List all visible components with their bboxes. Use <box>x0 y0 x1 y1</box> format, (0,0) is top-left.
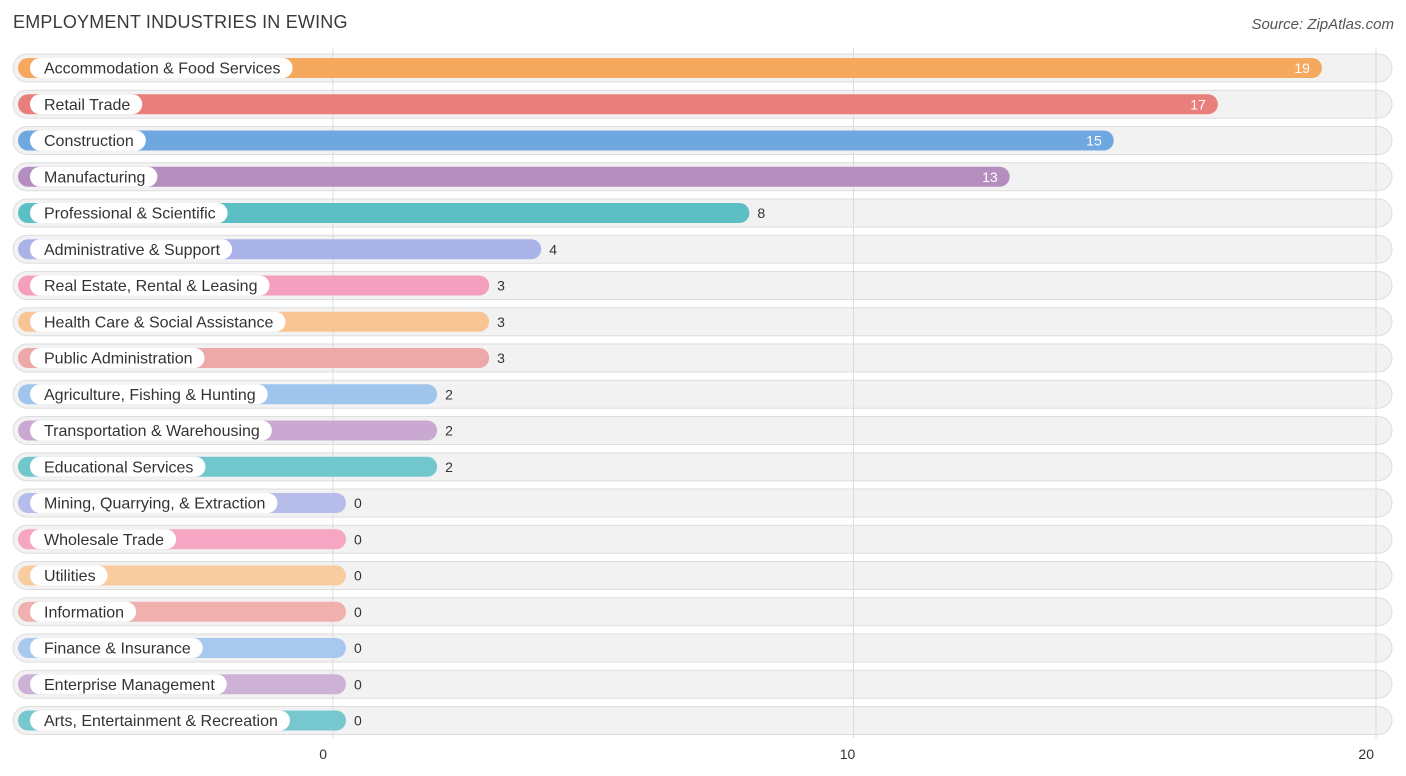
bar-group: Accommodation & Food Services 19 <box>18 58 1322 78</box>
row-background <box>12 488 1393 518</box>
x-axis-ticks: 0 10 20 <box>319 746 1374 762</box>
category-label: Real Estate, Rental & Leasing <box>44 278 257 295</box>
x-tick-label: 20 <box>1358 746 1374 762</box>
row-background <box>12 706 1393 735</box>
category-label-pill <box>30 601 137 622</box>
bar-group: Professional & Scientific 8 <box>18 203 765 223</box>
bar-group: Information 0 <box>18 601 362 622</box>
category-label: Information <box>44 604 124 621</box>
value-label: 8 <box>757 205 765 221</box>
value-label: 0 <box>354 676 362 692</box>
category-label-pill <box>30 638 203 658</box>
value-label: 0 <box>354 604 362 620</box>
row-background <box>12 524 1393 554</box>
bar-group: Health Care & Social Assistance 3 <box>18 311 505 332</box>
bar <box>18 94 1218 115</box>
value-label: 4 <box>549 241 557 257</box>
bar-group: Enterprise Management 0 <box>18 674 362 695</box>
row-background <box>12 669 1393 699</box>
bar-group: Transportation & Warehousing 2 <box>18 420 453 441</box>
category-label-pill <box>30 94 143 115</box>
value-label: 2 <box>445 459 453 475</box>
category-label: Finance & Insurance <box>44 641 191 658</box>
category-label-pill <box>30 456 206 477</box>
row-background <box>12 633 1393 663</box>
bar-group: Agriculture, Fishing & Hunting 2 <box>18 384 453 405</box>
value-label: 0 <box>354 568 362 584</box>
chart-source: Source: ZipAtlas.com <box>1251 16 1394 33</box>
value-label: 2 <box>445 386 453 402</box>
category-label: Accommodation & Food Services <box>44 61 281 78</box>
bar <box>18 58 1322 78</box>
chart-title: EMPLOYMENT INDUSTRIES IN EWING <box>13 12 348 32</box>
value-label: 2 <box>445 423 453 439</box>
bar-group: Wholesale Trade 0 <box>18 529 362 550</box>
category-label: Mining, Quarrying, & Extraction <box>44 496 265 513</box>
bar-group: Construction 15 <box>18 130 1114 151</box>
category-label-pill <box>30 420 272 441</box>
category-label-pill <box>30 529 177 550</box>
bar-group: Arts, Entertainment & Recreation 0 <box>18 710 362 731</box>
value-label: 17 <box>1190 96 1206 112</box>
value-label: 3 <box>497 278 505 294</box>
category-label-pill <box>30 493 278 513</box>
bar-group: Mining, Quarrying, & Extraction 0 <box>18 493 362 513</box>
category-label: Utilities <box>44 568 96 585</box>
category-label: Agriculture, Fishing & Hunting <box>44 387 256 404</box>
category-label: Transportation & Warehousing <box>44 423 260 440</box>
x-tick-label: 0 <box>319 746 327 762</box>
category-label: Educational Services <box>44 459 193 476</box>
category-label: Enterprise Management <box>44 677 215 694</box>
category-label-pill <box>30 58 293 78</box>
category-label: Retail Trade <box>44 97 130 114</box>
category-label-pill <box>30 384 268 405</box>
category-label-pill <box>30 674 227 695</box>
value-label: 0 <box>354 495 362 511</box>
category-label-pill <box>30 166 158 187</box>
value-label: 19 <box>1294 60 1310 76</box>
value-label: 15 <box>1086 133 1102 149</box>
category-label-pill <box>30 203 228 223</box>
bar-group: Finance & Insurance 0 <box>18 638 362 658</box>
value-label: 3 <box>497 314 505 330</box>
bar-group: Administrative & Support 4 <box>18 239 557 260</box>
row-background <box>12 561 1393 590</box>
bar-group: Real Estate, Rental & Leasing 3 <box>18 275 505 296</box>
row-background <box>12 597 1393 627</box>
value-label: 0 <box>354 640 362 656</box>
bar-group: Manufacturing 13 <box>18 166 1010 187</box>
category-label: Manufacturing <box>44 169 145 186</box>
category-label: Professional & Scientific <box>44 206 216 223</box>
value-label: 0 <box>354 713 362 729</box>
value-label: 13 <box>982 169 998 185</box>
category-label-pill <box>30 239 233 260</box>
category-label: Administrative & Support <box>44 242 221 259</box>
category-label: Public Administration <box>44 351 193 368</box>
bar-group: Educational Services 2 <box>18 456 453 477</box>
category-label-pill <box>30 275 270 296</box>
value-label: 3 <box>497 350 505 366</box>
value-label: 0 <box>354 531 362 547</box>
category-label: Construction <box>44 133 134 150</box>
x-tick-label: 10 <box>840 746 856 762</box>
bar-group: Public Administration 3 <box>18 348 505 368</box>
bar <box>18 130 1114 151</box>
category-label-pill <box>30 311 286 332</box>
category-label: Health Care & Social Assistance <box>44 314 274 331</box>
bar-group: Utilities 0 <box>18 565 362 586</box>
bar <box>18 166 1010 187</box>
category-label-pill <box>30 130 146 151</box>
bars: Accommodation & Food Services 19 Retail Tr… <box>18 58 1322 731</box>
bar-group: Retail Trade 17 <box>18 94 1218 115</box>
category-label-pill <box>30 565 108 586</box>
category-label: Wholesale Trade <box>44 532 164 549</box>
category-label-pill <box>30 710 290 731</box>
category-label-pill <box>30 348 205 368</box>
category-label: Arts, Entertainment & Recreation <box>44 713 278 730</box>
